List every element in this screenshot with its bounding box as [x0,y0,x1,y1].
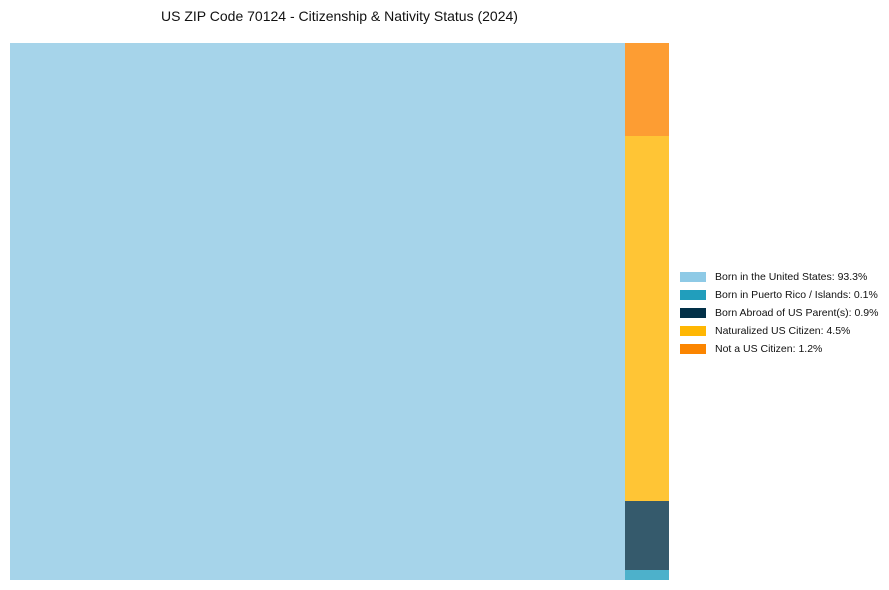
legend-item: Naturalized US Citizen: 4.5% [680,322,878,340]
legend-item: Born in Puerto Rico / Islands: 0.1% [680,286,878,304]
legend-swatch [680,344,706,354]
legend-label: Naturalized US Citizen: 4.5% [715,325,851,337]
legend-swatch [680,272,706,282]
legend-swatch [680,290,706,300]
legend-label: Born in Puerto Rico / Islands: 0.1% [715,289,878,301]
legend-item: Not a US Citizen: 1.2% [680,340,878,358]
legend-swatch [680,326,706,336]
tile-not-us-citizen [625,43,669,136]
chart-title: US ZIP Code 70124 - Citizenship & Nativi… [161,8,518,24]
treemap [10,43,669,580]
tile-born-abroad-us-parents [625,501,669,570]
legend-item: Born Abroad of US Parent(s): 0.9% [680,304,878,322]
tile-born-in-us [10,43,625,580]
legend-label: Born in the United States: 93.3% [715,271,868,283]
legend-item: Born in the United States: 93.3% [680,268,878,286]
legend-label: Born Abroad of US Parent(s): 0.9% [715,307,879,319]
tile-born-puerto-rico [625,570,669,580]
legend: Born in the United States: 93.3% Born in… [680,268,878,358]
legend-label: Not a US Citizen: 1.2% [715,343,823,355]
legend-swatch [680,308,706,318]
tile-naturalized-citizen [625,136,669,501]
